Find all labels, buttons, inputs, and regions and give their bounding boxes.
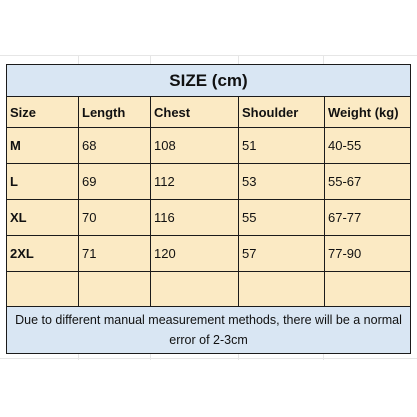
chest-cell: 112 bbox=[150, 163, 239, 200]
length-cell: 69 bbox=[78, 163, 151, 200]
length-cell: 68 bbox=[78, 127, 151, 164]
shoulder-cell: 57 bbox=[238, 235, 325, 272]
weight-cell: 40-55 bbox=[324, 127, 411, 164]
size-cell: L bbox=[6, 163, 79, 200]
empty-cell bbox=[78, 271, 151, 307]
length-cell: 70 bbox=[78, 199, 151, 236]
empty-cell bbox=[6, 271, 79, 307]
header-weight: Weight (kg) bbox=[324, 96, 411, 128]
header-row: Size Length Chest Shoulder Weight (kg) bbox=[6, 96, 411, 128]
measurement-note: Due to different manual measurement meth… bbox=[6, 306, 411, 354]
size-cell: M bbox=[6, 127, 79, 164]
empty-cell bbox=[324, 271, 411, 307]
table-row: 2XL 71 120 57 77-90 bbox=[6, 235, 411, 272]
length-cell: 71 bbox=[78, 235, 151, 272]
weight-cell: 67-77 bbox=[324, 199, 411, 236]
weight-cell: 77-90 bbox=[324, 235, 411, 272]
header-chest: Chest bbox=[150, 96, 239, 128]
table-title: SIZE (cm) bbox=[6, 64, 411, 97]
size-chart-table: SIZE (cm) Size Length Chest Shoulder Wei… bbox=[6, 64, 411, 354]
size-cell: XL bbox=[6, 199, 79, 236]
chest-cell: 116 bbox=[150, 199, 239, 236]
empty-cell bbox=[150, 271, 239, 307]
header-size: Size bbox=[6, 96, 79, 128]
chest-cell: 108 bbox=[150, 127, 239, 164]
shoulder-cell: 55 bbox=[238, 199, 325, 236]
empty-cell bbox=[238, 271, 325, 307]
header-length: Length bbox=[78, 96, 151, 128]
empty-row bbox=[6, 271, 411, 307]
header-shoulder: Shoulder bbox=[238, 96, 325, 128]
table-row: XL 70 116 55 67-77 bbox=[6, 199, 411, 236]
table-row: M 68 108 51 40-55 bbox=[6, 127, 411, 164]
chest-cell: 120 bbox=[150, 235, 239, 272]
shoulder-cell: 53 bbox=[238, 163, 325, 200]
table-row: L 69 112 53 55-67 bbox=[6, 163, 411, 200]
weight-cell: 55-67 bbox=[324, 163, 411, 200]
size-cell: 2XL bbox=[6, 235, 79, 272]
shoulder-cell: 51 bbox=[238, 127, 325, 164]
